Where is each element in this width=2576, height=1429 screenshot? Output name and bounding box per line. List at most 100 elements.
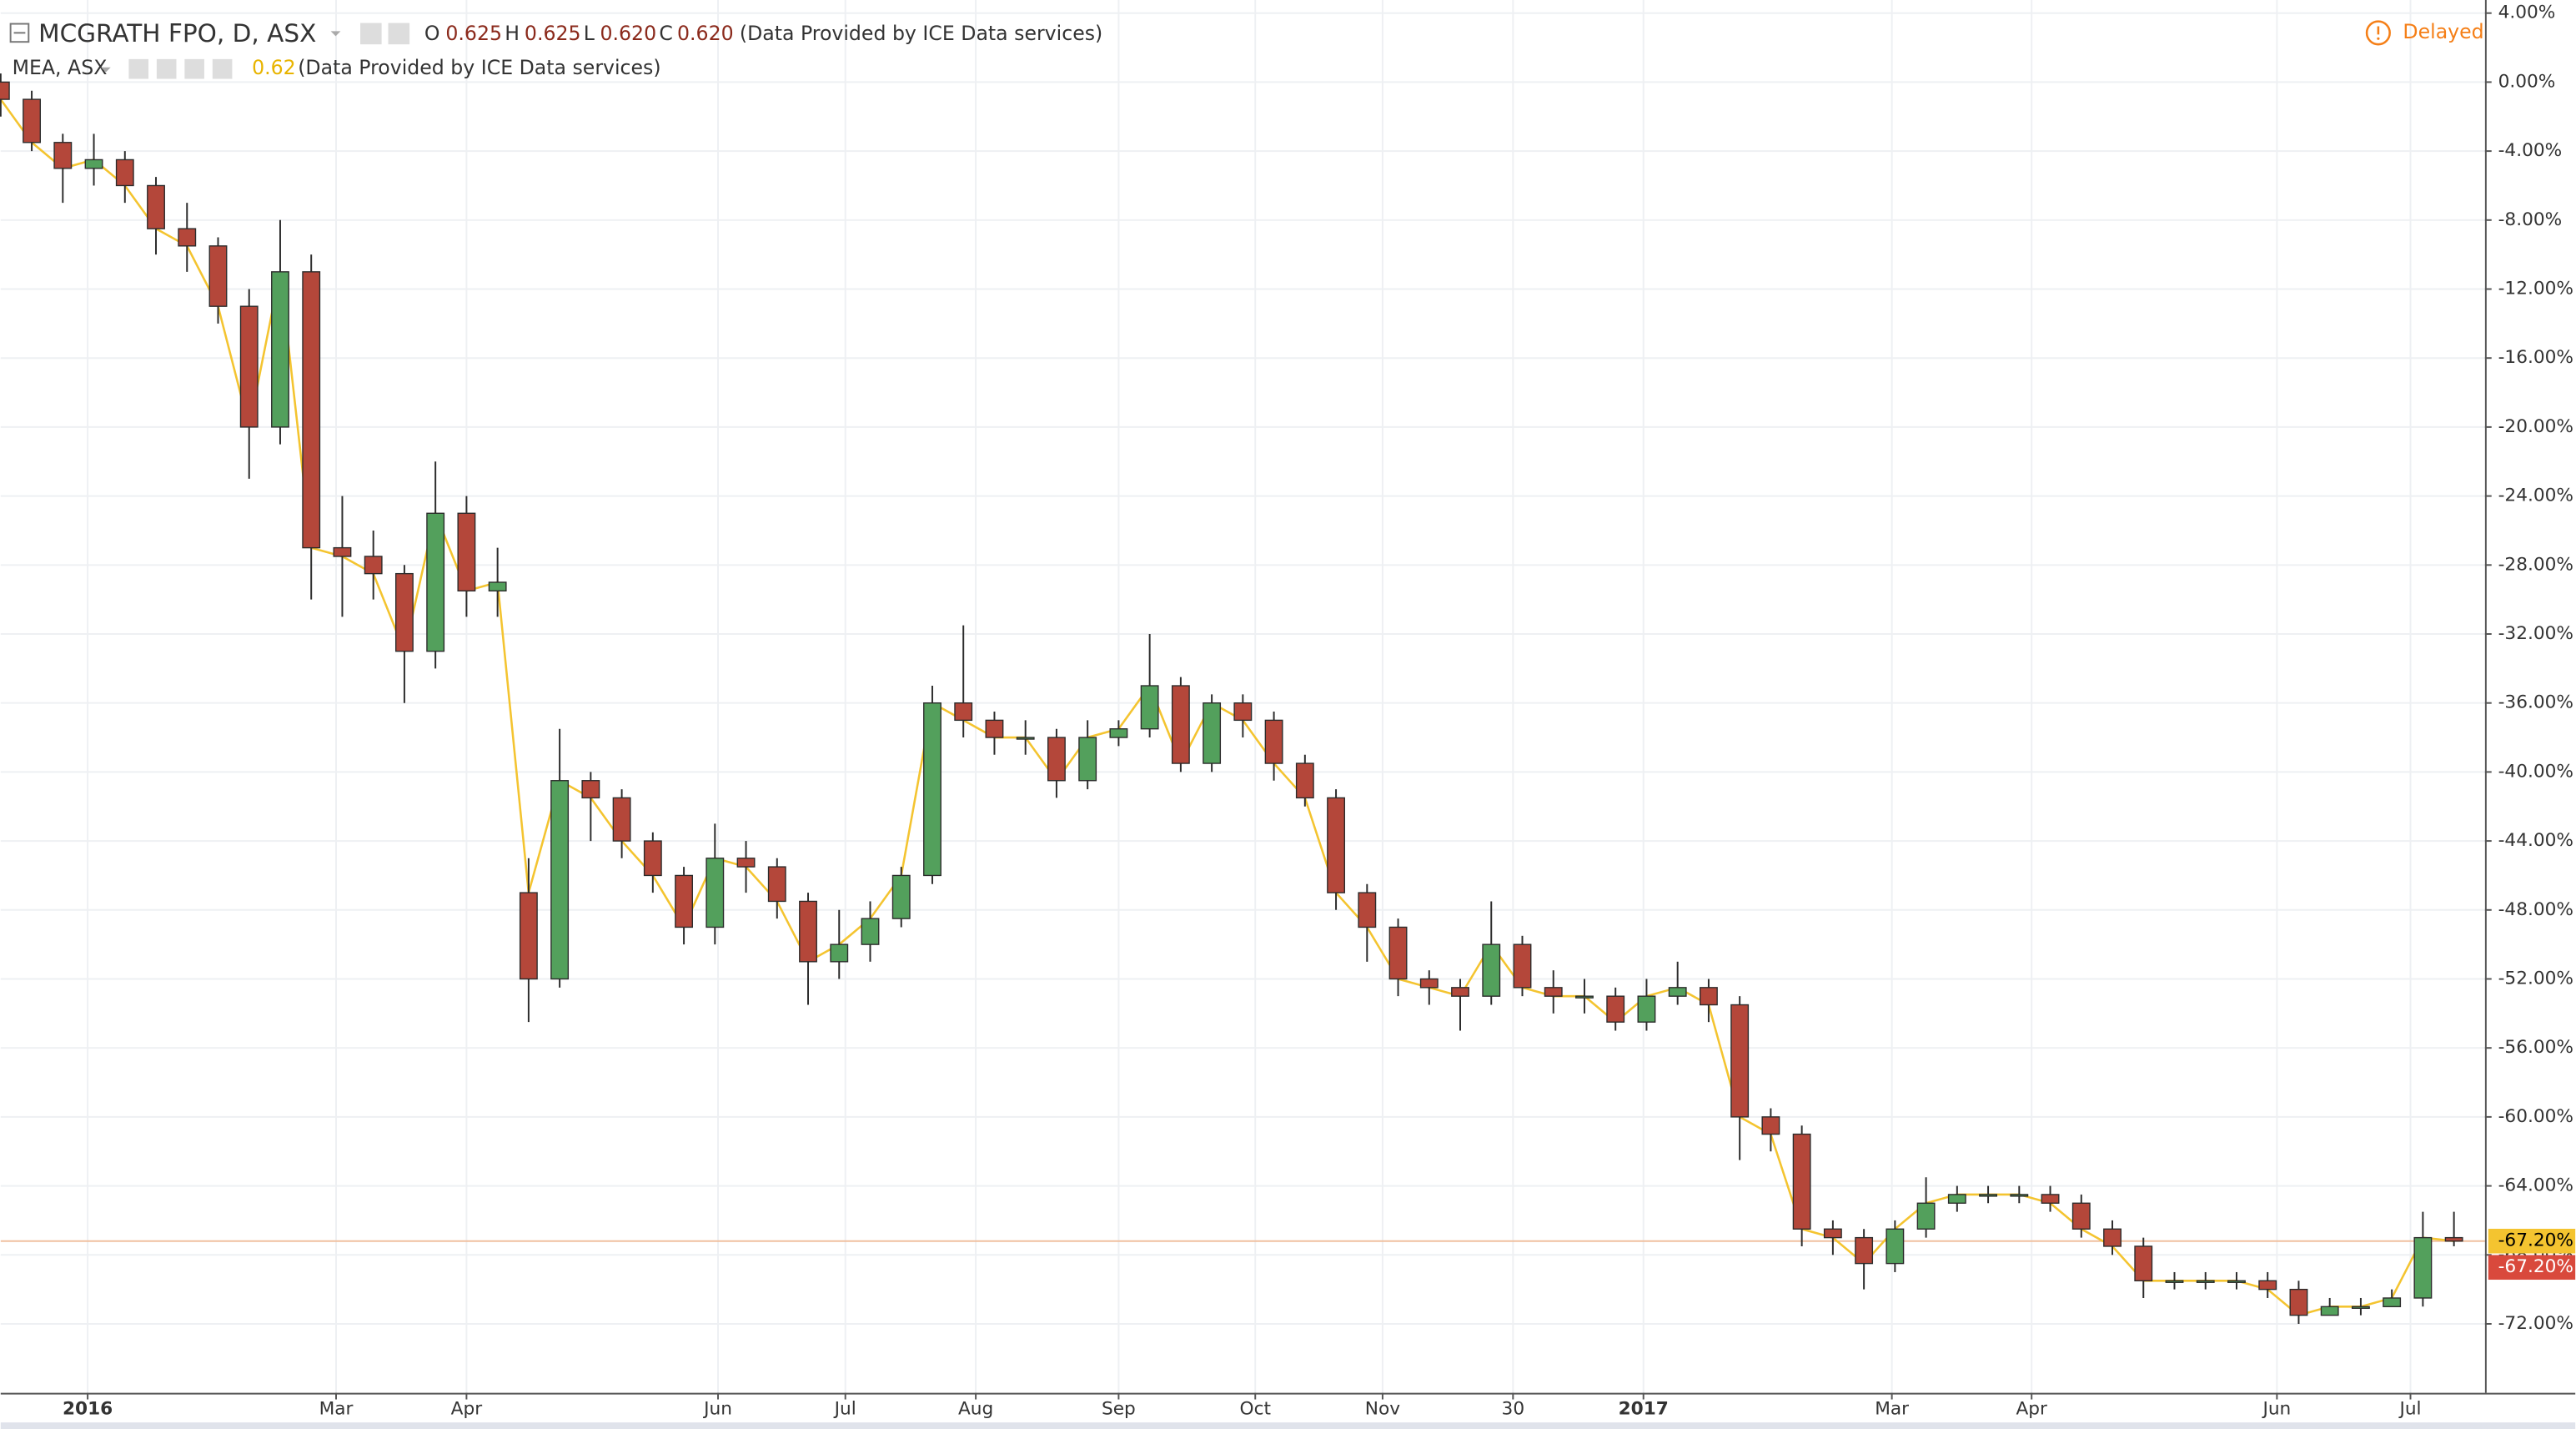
y-tick-label: 0.00% — [2498, 71, 2556, 92]
candle-body — [84, 158, 103, 169]
candle-body — [271, 271, 289, 428]
candle-body — [581, 780, 600, 799]
y-tick-label: -64.00% — [2498, 1175, 2573, 1196]
candle-body — [1140, 685, 1159, 730]
candle-body — [1388, 926, 1408, 980]
source-icon[interactable] — [388, 23, 410, 45]
collapse-icon[interactable] — [9, 23, 30, 43]
candle-body — [643, 840, 662, 877]
candle-body — [115, 158, 134, 187]
x-tick-label: Sep — [1102, 1398, 1136, 1419]
candle-body — [178, 228, 197, 247]
candle-body — [1047, 737, 1066, 782]
candle-body — [1016, 737, 1035, 740]
candle-body — [2258, 1280, 2277, 1291]
last-value-badge — [2488, 1255, 2576, 1281]
compare-source: (Data Provided by ICE Data services) — [298, 56, 660, 79]
candle-body — [1699, 987, 1718, 1006]
bottom-bar — [0, 1422, 2576, 1429]
candle-body — [1637, 995, 1656, 1023]
ohlc-key: C — [659, 22, 673, 45]
y-tick-label: -56.00% — [2498, 1037, 2573, 1058]
candle-body — [1171, 685, 1190, 764]
dropdown-icon[interactable] — [100, 67, 111, 73]
candle-body — [1730, 1004, 1750, 1118]
last-value-badge — [2488, 1228, 2576, 1254]
candle-body — [302, 271, 321, 549]
y-tick-label: -8.00% — [2498, 209, 2563, 230]
y-tick-label: -24.00% — [2498, 486, 2573, 506]
candle-body — [923, 702, 942, 877]
remove-icon[interactable] — [212, 58, 233, 79]
ohlc-key: L — [584, 22, 595, 45]
delayed-status[interactable]: Delayed — [2403, 20, 2483, 43]
y-tick-label: -12.00% — [2498, 279, 2573, 299]
legend-title: MCGRATH FPO, D, ASX — [38, 19, 316, 48]
candle-body — [1264, 719, 1283, 764]
y-tick-label: -28.00% — [2498, 554, 2573, 575]
candle-body — [2413, 1236, 2433, 1299]
candle-body — [1668, 987, 1687, 997]
delayed-icon — [2365, 20, 2391, 46]
x-tick-label: Jul — [2398, 1398, 2421, 1419]
candle-body — [2103, 1228, 2122, 1247]
add-icon[interactable] — [184, 58, 204, 79]
candle-body — [1233, 702, 1253, 722]
x-tick-label: 2017 — [1619, 1398, 1669, 1419]
delayed-icon-dot — [2377, 37, 2380, 40]
x-tick-label: 30 — [1502, 1398, 1525, 1419]
y-tick-label: -40.00% — [2498, 761, 2573, 782]
ohlc-key: H — [505, 22, 520, 45]
x-tick-label: Mar — [319, 1398, 354, 1419]
candle-body — [1295, 762, 1314, 799]
x-tick-label: Mar — [1875, 1398, 1909, 1419]
candle-body — [2165, 1280, 2184, 1283]
candle-body — [799, 900, 817, 963]
candle-body — [394, 572, 414, 652]
candle-body — [1606, 995, 1625, 1023]
candle-body — [2134, 1245, 2153, 1281]
candle-body — [612, 797, 631, 842]
candle-body — [1886, 1228, 1905, 1265]
candle-body — [1109, 728, 1128, 738]
candle-body — [239, 305, 259, 428]
candle-body — [1979, 1194, 1997, 1197]
candle-body — [706, 858, 725, 928]
candle-body — [1761, 1116, 1780, 1135]
last-value-label: -67.20% — [2498, 1230, 2573, 1251]
settings-icon[interactable] — [360, 23, 382, 45]
x-tick-label: Jun — [2261, 1398, 2291, 1419]
ohlc-value: 0.625 — [525, 22, 581, 45]
candle-body — [891, 874, 911, 919]
candle-body — [1792, 1133, 1811, 1230]
x-tick-label: Oct — [1240, 1398, 1271, 1419]
source-icon[interactable] — [156, 58, 177, 79]
candle-body — [53, 142, 73, 169]
candle-body — [333, 546, 352, 557]
axes: 4.00% 0.00% -4.00% -8.00% -12.00% -16.00% -20.… — [63, 3, 2576, 1419]
compare-name: MEA, ASX — [13, 56, 108, 79]
y-tick-label: -60.00% — [2498, 1106, 2573, 1127]
y-tick-label: 4.00% — [2498, 3, 2556, 23]
candle-body — [488, 581, 507, 592]
candle-body — [1203, 702, 1222, 764]
legend-source: (Data Provided by ICE Data services) — [740, 22, 1102, 45]
candle-body — [457, 512, 476, 592]
y-tick-label: -72.00% — [2498, 1313, 2573, 1334]
candle-body — [147, 184, 165, 229]
settings-icon[interactable] — [128, 58, 149, 79]
candle-body — [519, 892, 538, 980]
x-tick-label: Jul — [833, 1398, 856, 1419]
last-value-label: -67.20% — [2498, 1256, 2573, 1277]
y-tick-label: -44.00% — [2498, 830, 2573, 851]
candle-body — [426, 512, 445, 652]
ohlc-value: 0.620 — [677, 22, 734, 45]
dropdown-icon[interactable] — [330, 31, 341, 37]
x-tick-label: Aug — [958, 1398, 993, 1419]
candle-body — [2351, 1306, 2370, 1309]
y-tick-label: -36.00% — [2498, 692, 2573, 713]
candle-body — [2383, 1297, 2402, 1307]
